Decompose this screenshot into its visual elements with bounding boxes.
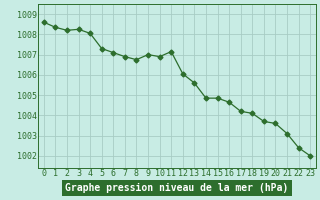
Text: Graphe pression niveau de la mer (hPa): Graphe pression niveau de la mer (hPa) [65, 183, 289, 193]
